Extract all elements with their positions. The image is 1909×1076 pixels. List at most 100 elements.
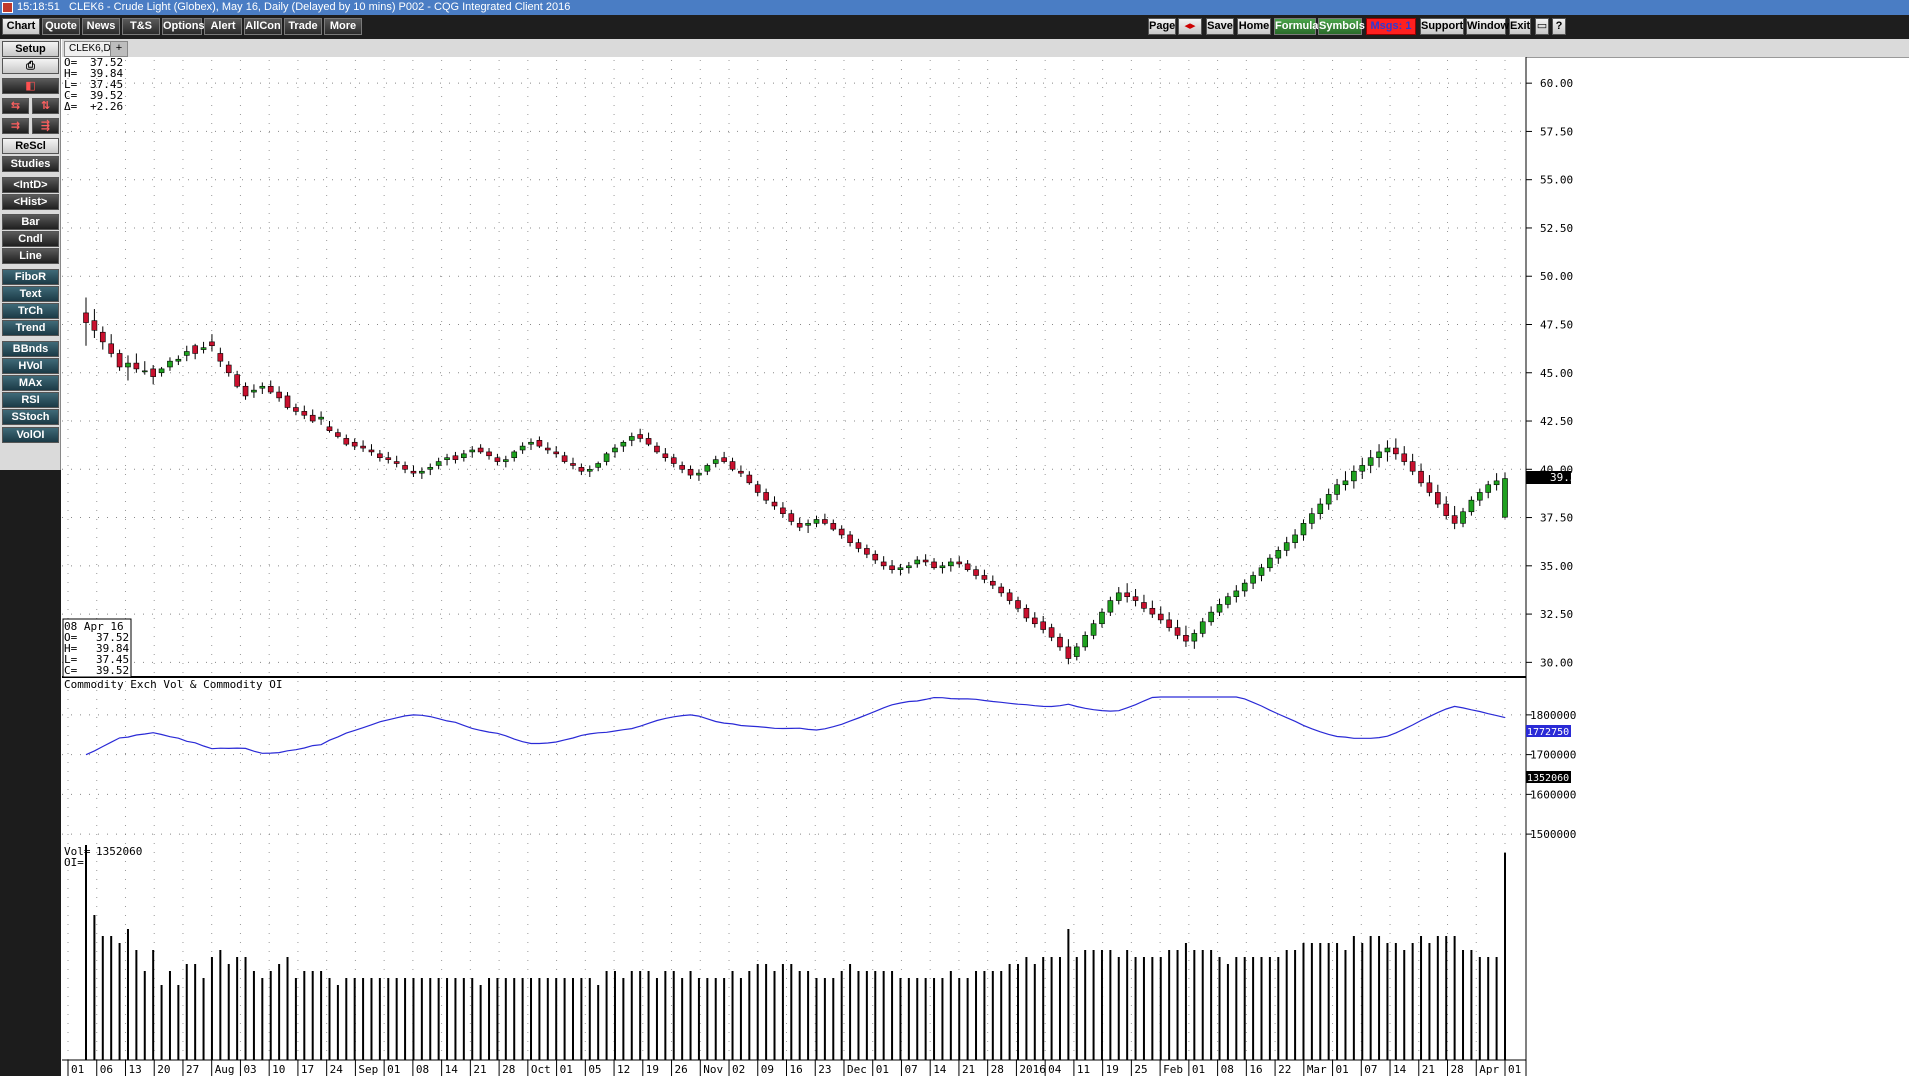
candle-body (704, 465, 711, 472)
add-tab-button[interactable]: + (110, 41, 128, 57)
scroll-vertical-icon[interactable]: ⇅ (32, 98, 59, 114)
candle-body (906, 565, 912, 569)
menu-save-button[interactable]: Save (1206, 18, 1234, 35)
window-title-text: CLEK6 - Crude Light (Globex), May 16, Da… (69, 1, 571, 13)
zoom-out-icon[interactable]: ⇉ (2, 118, 29, 134)
volume-oi-button[interactable]: VolOI (2, 427, 59, 443)
menu-exit-button[interactable]: Exit (1509, 18, 1531, 35)
candle-body (1073, 646, 1080, 657)
menu-home-button[interactable]: Home (1237, 18, 1271, 35)
svg-text:C=: C= (64, 89, 78, 102)
candle-body (813, 519, 820, 524)
candle-body (1048, 627, 1055, 638)
indicator-tick-label: 1500000 (1530, 828, 1576, 841)
menu-formula-button[interactable]: Formula (1274, 18, 1318, 35)
moving-average-button[interactable]: MAx (2, 375, 59, 391)
candle-body (360, 445, 366, 449)
historical-button[interactable]: <Hist> (2, 194, 59, 210)
ohlc-readout: O= 37.52 H= 39.84 L= 37.45 C= 39.52 Δ= +2.26 (64, 56, 123, 113)
menu-page-button[interactable]: Page (1148, 18, 1176, 35)
price-tick-label: 30.00 (1540, 656, 1573, 669)
candle-body (167, 360, 173, 368)
menu-symbols-button[interactable]: Symbols (1318, 18, 1365, 35)
menu-alert-button[interactable]: Alert (204, 18, 242, 35)
date-tick-label: 19 (646, 1063, 659, 1076)
candle-body (1426, 482, 1433, 493)
candle-body (1174, 627, 1181, 636)
date-tick-label: 23 (818, 1063, 831, 1076)
candle-body (1418, 470, 1424, 484)
date-tick-label: 01 (1508, 1063, 1521, 1076)
menu-support-button[interactable]: Support (1420, 18, 1464, 35)
chart-grid (62, 60, 1526, 1060)
hist-vol-button[interactable]: HVol (2, 358, 59, 374)
chart-type-icon[interactable]: ◧ (2, 78, 59, 94)
chart-background (62, 57, 1526, 1076)
date-tick-label: 01 (560, 1063, 573, 1076)
trend-line-button[interactable]: Trend (2, 320, 59, 336)
candle-body (1099, 611, 1105, 625)
candle-body (1351, 470, 1357, 482)
candle-body (200, 347, 207, 350)
candle-body (1199, 621, 1206, 634)
fibo-button[interactable]: FiboR (2, 269, 59, 285)
menu-chart-button[interactable]: Chart (2, 18, 40, 35)
menu-trade-button[interactable]: Trade (284, 18, 322, 35)
candle-body (645, 438, 652, 445)
date-tick-label: 01 (71, 1063, 84, 1076)
slow-stochastic-button[interactable]: SStoch (2, 409, 59, 425)
menu-window-button[interactable]: Window (1466, 18, 1509, 35)
candle-body (637, 434, 643, 439)
date-tick-label: 14 (1393, 1063, 1407, 1076)
candle-body (654, 445, 660, 453)
candle-body (1157, 613, 1164, 621)
date-tick-label: 08 (416, 1063, 429, 1076)
bollinger-bands-button[interactable]: BBnds (2, 341, 59, 357)
candle-body (427, 467, 434, 470)
menu-msgs-button[interactable]: Msgs: 1 (1366, 18, 1416, 35)
ohlc-close: 39.52 (90, 89, 123, 102)
trend-channel-button[interactable]: TrCh (2, 303, 59, 319)
page-arrows-icon[interactable]: ◂▸ (1178, 18, 1202, 35)
candle-body (192, 345, 198, 354)
menu-allcon-button[interactable]: AllCon (244, 18, 282, 35)
studies-button[interactable]: Studies (2, 156, 59, 172)
ohlc-low: 37.45 (90, 78, 123, 91)
candle-body (402, 465, 408, 470)
candle-body (1292, 534, 1298, 543)
scroll-left-icon[interactable]: ⇆ (2, 98, 29, 114)
volume-value: 1352060 (96, 845, 142, 858)
candle-body (1141, 602, 1147, 609)
candle-body (679, 465, 685, 470)
menu-quote-button[interactable]: Quote (42, 18, 80, 35)
menu-options-button[interactable]: Options (162, 18, 205, 35)
text-tool-button[interactable]: Text (2, 286, 59, 302)
date-tick-label: 21 (962, 1063, 975, 1076)
zoom-in-icon[interactable]: ⇶ (32, 118, 59, 134)
svg-text:H=: H= (64, 642, 78, 655)
rescale-button[interactable]: ReScl (2, 138, 59, 154)
cursor-data-box: 08 Apr 16 O= 37.52 H= 39.84 L= 37.45 C= 39.5… (62, 618, 132, 678)
line-chart-button[interactable]: Line (2, 248, 59, 264)
setup-button[interactable]: Setup (2, 41, 59, 57)
ohlc-open: 37.52 (90, 56, 123, 69)
restore-window-icon[interactable]: ▭ (1535, 18, 1549, 35)
menu-more-button[interactable]: More (324, 18, 362, 35)
candle-body (385, 457, 392, 460)
candle-body (670, 457, 677, 464)
bar-chart-button[interactable]: Bar (2, 214, 59, 230)
candle-body (318, 416, 324, 420)
candle-body (956, 561, 963, 565)
menu-ts-button[interactable]: T&S (122, 18, 160, 35)
help-icon[interactable]: ? (1552, 18, 1566, 35)
candle-body (1015, 600, 1021, 609)
menu-news-button[interactable]: News (82, 18, 120, 35)
print-icon[interactable]: ⎙ (2, 58, 59, 74)
candle-body (393, 461, 400, 464)
intraday-button[interactable]: <IntD> (2, 177, 59, 193)
candle-body (158, 368, 165, 374)
rsi-button[interactable]: RSI (2, 392, 59, 408)
candle-body (368, 449, 375, 453)
candle-chart-button[interactable]: Cndl (2, 231, 59, 247)
